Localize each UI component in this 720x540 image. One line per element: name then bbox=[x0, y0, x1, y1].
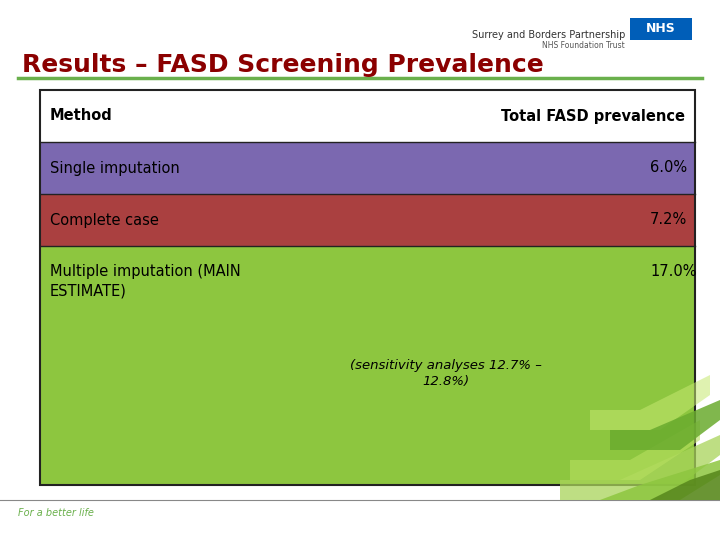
FancyBboxPatch shape bbox=[40, 246, 695, 485]
Text: For a better life: For a better life bbox=[18, 508, 94, 518]
Text: Results – FASD Screening Prevalence: Results – FASD Screening Prevalence bbox=[22, 53, 544, 77]
Text: Multiple imputation (MAIN
ESTIMATE): Multiple imputation (MAIN ESTIMATE) bbox=[50, 264, 240, 299]
FancyBboxPatch shape bbox=[40, 90, 695, 142]
Text: 7.2%: 7.2% bbox=[650, 213, 688, 227]
Text: 17.0%: 17.0% bbox=[650, 264, 696, 279]
Text: Total FASD prevalence: Total FASD prevalence bbox=[501, 109, 685, 124]
Text: Surrey and Borders Partnership: Surrey and Borders Partnership bbox=[472, 30, 625, 40]
Text: (sensitivity analyses 12.7% –
12.8%): (sensitivity analyses 12.7% – 12.8%) bbox=[350, 359, 542, 388]
FancyBboxPatch shape bbox=[630, 18, 692, 40]
Text: NHS Foundation Trust: NHS Foundation Trust bbox=[542, 41, 625, 50]
Polygon shape bbox=[590, 375, 710, 430]
Text: Single imputation: Single imputation bbox=[50, 160, 180, 176]
FancyBboxPatch shape bbox=[40, 194, 695, 246]
Polygon shape bbox=[600, 460, 720, 500]
Text: Complete case: Complete case bbox=[50, 213, 159, 227]
Polygon shape bbox=[650, 470, 720, 500]
FancyBboxPatch shape bbox=[40, 142, 695, 194]
Polygon shape bbox=[570, 420, 700, 480]
Polygon shape bbox=[560, 435, 720, 500]
Text: 6.0%: 6.0% bbox=[650, 160, 687, 176]
Polygon shape bbox=[610, 400, 720, 450]
Text: NHS: NHS bbox=[646, 23, 676, 36]
Text: Method: Method bbox=[50, 109, 113, 124]
